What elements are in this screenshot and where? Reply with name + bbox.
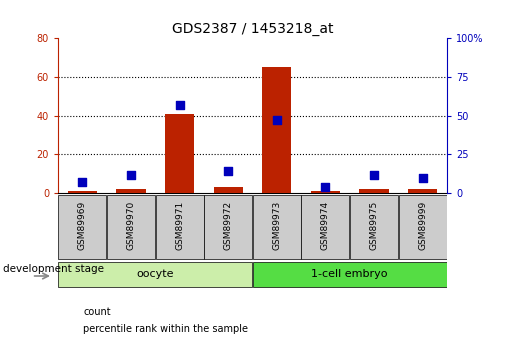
Bar: [252, 262, 447, 287]
Bar: [58, 195, 107, 259]
Bar: [408, 189, 437, 193]
Text: GSM89969: GSM89969: [78, 201, 87, 250]
Bar: [350, 195, 398, 259]
Title: GDS2387 / 1453218_at: GDS2387 / 1453218_at: [172, 21, 333, 36]
Bar: [301, 195, 349, 259]
Bar: [311, 191, 340, 193]
Point: [273, 117, 281, 123]
Text: GSM89974: GSM89974: [321, 201, 330, 250]
Point: [419, 175, 427, 180]
Point: [127, 172, 135, 177]
Text: development stage: development stage: [3, 264, 104, 274]
Bar: [165, 114, 194, 193]
Text: GSM89972: GSM89972: [224, 201, 233, 250]
Text: GSM89971: GSM89971: [175, 201, 184, 250]
Bar: [360, 189, 389, 193]
Text: GSM89973: GSM89973: [272, 201, 281, 250]
Bar: [107, 195, 155, 259]
Bar: [68, 191, 97, 193]
Bar: [252, 195, 301, 259]
Bar: [116, 189, 145, 193]
Bar: [156, 195, 204, 259]
Text: 1-cell embryo: 1-cell embryo: [312, 269, 388, 279]
Text: GSM89999: GSM89999: [418, 201, 427, 250]
Bar: [214, 187, 243, 193]
Bar: [204, 195, 252, 259]
Point: [370, 172, 378, 177]
Point: [78, 179, 86, 185]
Bar: [398, 195, 447, 259]
Point: [224, 169, 232, 174]
Point: [176, 102, 184, 107]
Text: GSM89975: GSM89975: [370, 201, 379, 250]
Point: [321, 184, 329, 190]
Bar: [262, 67, 291, 193]
Text: count: count: [83, 307, 111, 317]
Bar: [58, 262, 252, 287]
Text: oocyte: oocyte: [136, 269, 174, 279]
Text: percentile rank within the sample: percentile rank within the sample: [83, 325, 248, 334]
Text: GSM89970: GSM89970: [126, 201, 135, 250]
